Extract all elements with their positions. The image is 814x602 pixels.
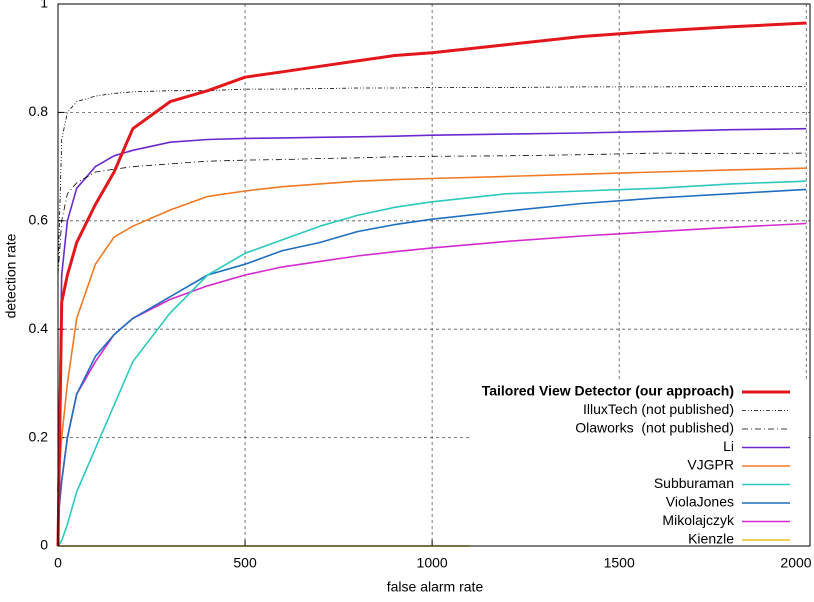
series-line	[57, 152, 807, 276]
x-tick-label: 1500	[604, 555, 635, 571]
y-tick-label: 0	[40, 537, 48, 553]
series-line	[56, 21, 807, 547]
series-line	[57, 167, 807, 492]
series-line	[57, 188, 807, 519]
y-tick-label: 1	[40, 0, 48, 11]
legend-label: Kienzle	[688, 531, 734, 547]
y-tick-label: 0.8	[29, 103, 49, 119]
legend-label: Subburaman	[654, 475, 734, 491]
legend-label: VJGPR	[687, 457, 734, 473]
legend-label: Mikolajczyk	[662, 512, 735, 528]
x-tick-label: 2000	[780, 555, 811, 571]
y-tick-label: 0.2	[29, 428, 49, 444]
x-tick-label: 500	[233, 555, 257, 571]
legend-label: Tailored View Detector (our approach)	[482, 383, 734, 399]
x-axis-label: false alarm rate	[387, 579, 484, 595]
y-axis-label: detection rate	[3, 233, 19, 318]
y-tick-label: 0.6	[29, 212, 49, 228]
series-line	[57, 86, 807, 276]
x-tick-label: 0	[54, 555, 62, 571]
legend-label: Li	[723, 438, 734, 454]
legend-label: ViolaJones	[666, 494, 734, 510]
legend-label: IlluxTech (not published)	[583, 401, 734, 417]
plot-frame	[57, 3, 811, 547]
series-line	[57, 180, 807, 547]
x-tick-label: 1000	[417, 555, 448, 571]
series-line	[57, 127, 807, 492]
legend-label: Olaworks (not published)	[575, 420, 734, 436]
y-tick-label: 0.4	[29, 320, 49, 336]
